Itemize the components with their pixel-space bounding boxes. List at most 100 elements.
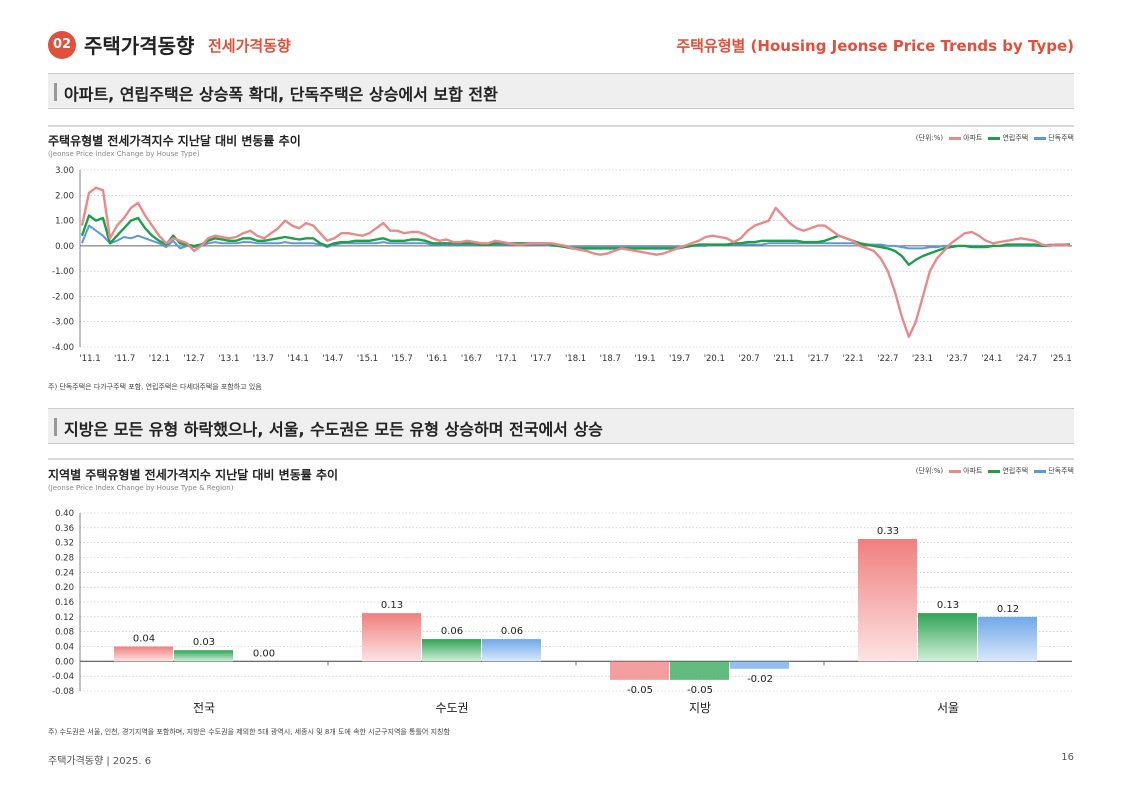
data-label: 0.06	[441, 626, 463, 637]
bar-row	[918, 613, 977, 662]
divider	[48, 458, 1074, 460]
section2-headline: 지방은 모든 유형 하락했으나, 서울, 수도권은 모든 유형 상승하며 전국에…	[64, 420, 603, 439]
y-tick-label: -0.08	[52, 687, 74, 697]
bar-row	[670, 661, 729, 680]
x-tick-label: '19.1	[634, 354, 655, 364]
x-tick-label: '24.1	[981, 354, 1002, 364]
y-tick-label: 0.08	[55, 628, 74, 638]
x-tick-label: '14.7	[322, 354, 343, 364]
page-number: 16	[1061, 752, 1074, 763]
legend-item-apt: 아파트	[949, 466, 982, 476]
y-tick-label: 0.12	[55, 613, 74, 623]
x-tick-label: '22.7	[877, 354, 898, 364]
y-tick-label: 0.32	[55, 539, 74, 549]
series-line-det	[81, 224, 1070, 250]
legend-item-row: 연립주택	[988, 466, 1028, 476]
x-tick-label: '18.1	[565, 354, 586, 364]
category-label: 서울	[937, 701, 959, 715]
bar-det	[482, 639, 541, 662]
y-tick-label: 0.20	[55, 583, 74, 593]
y-tick-label: -4.00	[52, 343, 74, 353]
y-tick-label: 0.36	[55, 524, 74, 534]
x-tick-label: '11.7	[114, 354, 135, 364]
unit-label: (단위:%)	[915, 467, 944, 475]
data-label: 0.33	[877, 526, 899, 537]
x-tick-label: '16.1	[426, 354, 447, 364]
x-tick-label: '12.1	[149, 354, 170, 364]
x-tick-label: '20.7	[738, 354, 759, 364]
section1-banner: 아파트, 연립주택은 상승폭 확대, 단독주택은 상승에서 보합 전환	[48, 73, 1074, 109]
chart2-subtitle: (Jeonse Price Index Change by House Type…	[48, 484, 234, 492]
data-label: 0.12	[997, 604, 1019, 615]
x-tick-label: '11.1	[79, 354, 100, 364]
data-label: -0.02	[747, 674, 773, 685]
bar-det	[978, 616, 1037, 662]
y-tick-label: 0.04	[55, 643, 74, 653]
section1-headline: 아파트, 연립주택은 상승폭 확대, 단독주택은 상승에서 보합 전환	[64, 85, 498, 104]
data-label: -0.05	[627, 685, 653, 696]
data-label: 0.03	[193, 637, 215, 648]
bar-apt	[362, 613, 421, 662]
category-label: 수도권	[435, 701, 468, 715]
y-tick-label: 3.00	[55, 166, 74, 176]
x-tick-label: '25.1	[1051, 354, 1072, 364]
y-tick-label: -0.04	[52, 672, 74, 682]
data-label: 0.13	[381, 600, 403, 611]
y-tick-label: -3.00	[52, 318, 74, 328]
legend-item-apt: 아파트	[949, 133, 982, 143]
banner-marker	[54, 418, 57, 436]
x-tick-label: '23.7	[947, 354, 968, 364]
line-chart: 3.00 2.00 1.00 0.00 -1.00 -2.00 -3.00 -4.00 '11.…	[52, 166, 1072, 364]
legend-item-det: 단독주택	[1034, 133, 1074, 143]
data-label: 0.06	[501, 626, 523, 637]
series-line-row	[80, 214, 1070, 267]
category-label: 전국	[193, 701, 215, 715]
x-tick-label: '23.1	[912, 354, 933, 364]
chart2-title: 지역별 주택유형별 전세가격지수 지난달 대비 변동률 추이	[48, 468, 339, 482]
legend-item-row: 연립주택	[988, 133, 1028, 143]
chart2-legend: (단위:%) 아파트 연립주택 단독주택	[916, 466, 1074, 476]
x-tick-label: '19.7	[669, 354, 690, 364]
x-tick-label: '17.7	[530, 354, 551, 364]
bar-row	[422, 639, 481, 662]
x-tick-label: '21.7	[808, 354, 829, 364]
x-tick-label: '12.7	[183, 354, 204, 364]
legend-item-det: 단독주택	[1034, 466, 1074, 476]
y-tick-label: 0.40	[55, 509, 74, 519]
y-tick-label: -1.00	[52, 267, 74, 277]
banner-marker	[54, 83, 57, 101]
x-tick-label: '13.1	[218, 354, 239, 364]
section2-banner: 지방은 모든 유형 하락했으나, 서울, 수도권은 모든 유형 상승하며 전국에…	[48, 408, 1074, 444]
x-tick-label: '18.7	[600, 354, 621, 364]
bar-det	[730, 661, 789, 669]
section-number-badge: 02	[48, 31, 76, 59]
x-tick-label: '20.1	[704, 354, 725, 364]
y-tick-label: 0.00	[55, 242, 74, 252]
unit-label: (단위:%)	[915, 134, 944, 142]
data-label: -0.05	[687, 685, 713, 696]
page-subtitle: 전세가격동향	[208, 37, 291, 55]
chart1-title: 주택유형별 전세가격지수 지난달 대비 변동률 추이	[48, 134, 301, 148]
page-header: 02 주택가격동향 전세가격동향 주택유형별 (Housing Jeonse P…	[48, 30, 1074, 62]
bar-apt	[858, 538, 917, 662]
x-tick-label: '13.7	[253, 354, 274, 364]
chart1-note: 주) 단독주택은 다가구주택 포함, 연립주택은 다세대주택을 포함하고 있음	[48, 383, 262, 391]
chart1-legend: (단위:%) 아파트 연립주택 단독주택	[916, 133, 1074, 143]
y-tick-label: 2.00	[55, 191, 74, 201]
data-label: 0.04	[133, 634, 155, 645]
x-tick-label: '14.1	[287, 354, 308, 364]
y-tick-label: 1.00	[55, 217, 74, 227]
x-tick-label: '17.1	[496, 354, 517, 364]
gridlines	[80, 169, 1072, 348]
y-tick-label: 0.00	[55, 657, 74, 667]
bar-row	[174, 650, 233, 662]
bar-chart: 0.40 0.36 0.32 0.28 0.24 0.20 0.16 0.12 0.08 0.04…	[52, 509, 1072, 715]
category-label: 지방	[689, 701, 711, 715]
y-tick-label: 0.24	[55, 568, 74, 578]
page-title: 주택가격동향	[84, 34, 195, 58]
data-label: 0.13	[937, 600, 959, 611]
series-line-apt	[80, 186, 1071, 339]
x-tick-label: '15.7	[392, 354, 413, 364]
chart2-note: 주) 수도권은 서울, 인천, 경기지역을 포함하며, 지방은 수도권을 제외한…	[48, 728, 450, 736]
bar-apt	[610, 661, 669, 680]
